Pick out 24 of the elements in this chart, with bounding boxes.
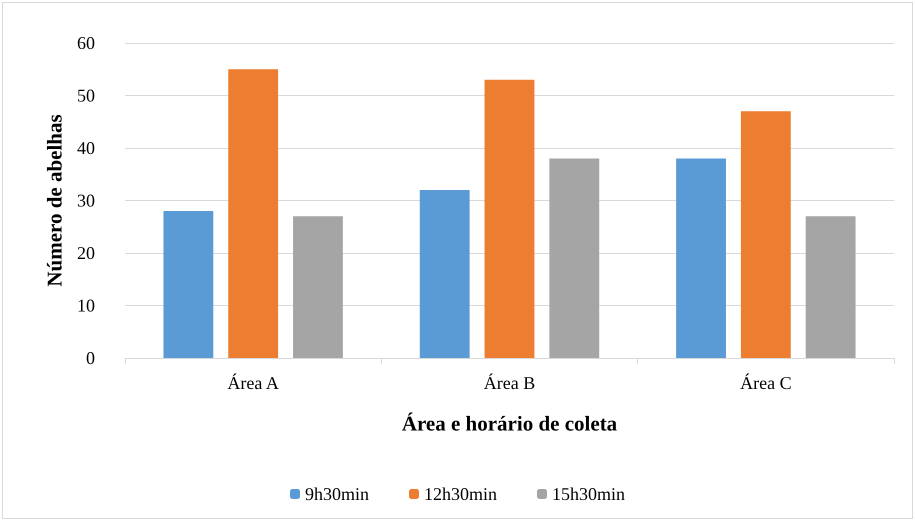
y-tick-label: 30 (77, 190, 95, 210)
bar (484, 80, 534, 358)
bar (163, 211, 214, 358)
bar (549, 158, 600, 358)
bar (740, 111, 791, 358)
y-tick-label: 0 (86, 348, 95, 368)
y-tick-label: 10 (77, 296, 95, 316)
y-axis-title: Número de abelhas (42, 114, 66, 287)
y-tick-label: 50 (77, 86, 95, 106)
bar (676, 158, 726, 358)
x-axis-title: Área e horário de coleta (402, 412, 618, 436)
x-tick-label: Área B (484, 373, 536, 393)
bar (228, 69, 278, 358)
y-tick-label: 40 (77, 138, 95, 158)
x-tick-label: Área A (227, 373, 279, 393)
x-tick-label: Área C (740, 373, 792, 393)
legend-label: 15h30min (552, 484, 626, 504)
legend-label: 12h30min (424, 484, 498, 504)
bar (293, 216, 343, 358)
bar (420, 190, 470, 358)
y-tick-label: 20 (77, 243, 95, 263)
legend-label: 9h30min (304, 484, 370, 504)
bar (806, 216, 856, 358)
y-tick-label: 60 (77, 33, 95, 53)
